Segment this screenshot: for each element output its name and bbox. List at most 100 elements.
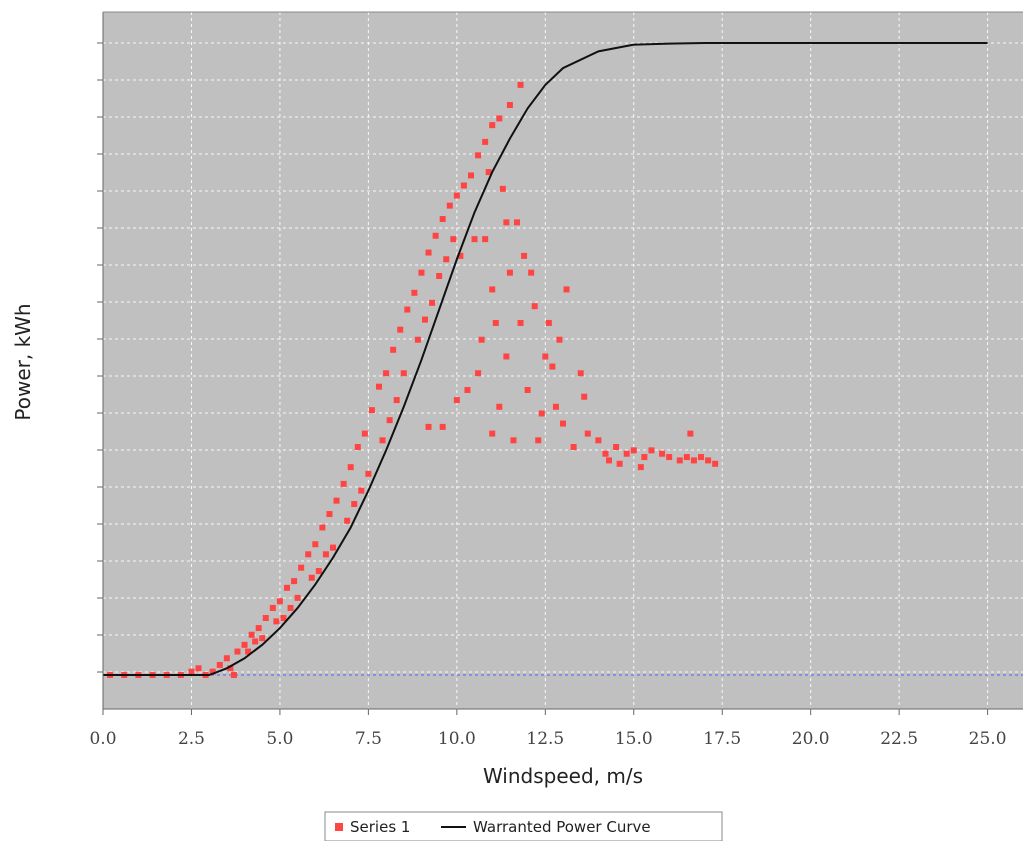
scatter-point [386,417,393,424]
scatter-point [425,423,432,430]
scatter-point [453,397,460,404]
scatter-point [570,444,577,451]
plot-area [103,12,1023,709]
scatter-point [368,407,375,414]
scatter-point [521,252,528,259]
scatter-point [496,403,503,410]
legend-curve-label: Warranted Power Curve [473,818,651,836]
scatter-point [450,236,457,243]
scatter-point [489,430,496,437]
scatter-point [418,269,425,276]
scatter-point [602,450,609,457]
scatter-point [344,517,351,524]
scatter-point [453,192,460,199]
x-tick-label: 0.0 [89,729,116,749]
scatter-point [429,299,436,306]
scatter-point [294,594,301,601]
scatter-point [524,387,531,394]
scatter-point [312,541,319,548]
scatter-point [340,480,347,487]
scatter-point [446,202,453,209]
scatter-point [613,444,620,451]
scatter-point [535,437,542,444]
scatter-point [577,370,584,377]
scatter-point [397,326,404,333]
scatter-point [361,430,368,437]
scatter-point [503,353,510,360]
scatter-point [291,578,298,585]
scatter-point [489,286,496,293]
scatter-point [489,122,496,129]
scatter-point [351,501,358,508]
scatter-point [666,454,673,461]
scatter-point [496,115,503,122]
scatter-point [354,444,361,451]
scatter-point [464,387,471,394]
scatter-point [468,172,474,179]
scatter-point [475,152,482,159]
scatter-point [425,249,432,256]
x-axis-ticks: 0.0 2.5 5.0 7.5 10.0 12.5 15.0 17.5 20.0 22.5 25.0 [89,709,1007,749]
scatter-point [383,370,390,377]
x-tick-label: 15.0 [615,729,653,749]
scatter-point [630,447,637,454]
x-tick-label: 25.0 [969,729,1007,749]
gridlines [103,12,1023,709]
scatter-point [506,269,513,276]
scatter-point [542,353,549,360]
x-tick-label: 2.5 [178,729,205,749]
scatter-point [443,256,450,263]
scatter-point [365,470,372,477]
scatter-point [659,450,666,457]
scatter-point [506,102,513,109]
scatter-point [712,460,719,467]
scatter-point [280,615,287,622]
scatter-point [223,655,230,662]
x-tick-label: 12.5 [526,729,564,749]
scatter-point [637,464,644,471]
scatter-point [552,403,559,410]
scatter-point [595,437,602,444]
scatter-point [683,454,690,461]
scatter-point [563,286,570,293]
x-tick-label: 10.0 [438,729,476,749]
scatter-point [584,430,591,437]
scatter-point [390,346,397,353]
scatter-point [503,219,510,226]
scatter-point [230,672,237,678]
scatter-point [376,383,382,390]
scatter-point [538,410,545,417]
scatter-point [319,524,326,531]
scatter-point [284,584,290,591]
scatter-point [276,598,283,605]
scatter-point [556,336,563,343]
legend-series-1-swatch [335,823,343,831]
scatter-point [400,370,407,377]
x-tick-label: 17.5 [703,729,741,749]
scatter-point [379,437,386,444]
scatter-point [676,457,683,464]
scatter-point [241,641,248,648]
scatter-point [273,618,280,625]
scatter-point [616,460,623,467]
scatter-point [259,635,266,642]
warranted-power-curve-line [103,42,988,676]
scatter-point [305,551,312,558]
scatter-point [404,306,411,313]
scatter-point [560,420,566,427]
scatter-point [514,219,520,226]
scatter-point [648,447,655,454]
scatter-point [315,568,322,575]
scatter-point [227,665,234,672]
scatter-point [492,319,499,326]
scatter-point [517,81,524,88]
scatter-point [623,450,630,457]
scatter-point [262,615,269,622]
x-tick-label: 20.0 [792,729,830,749]
scatter-point [298,564,305,571]
scatter-point [287,604,294,611]
scatter-point [531,303,538,310]
scatter-point [330,544,336,551]
scatter-point [432,232,439,239]
